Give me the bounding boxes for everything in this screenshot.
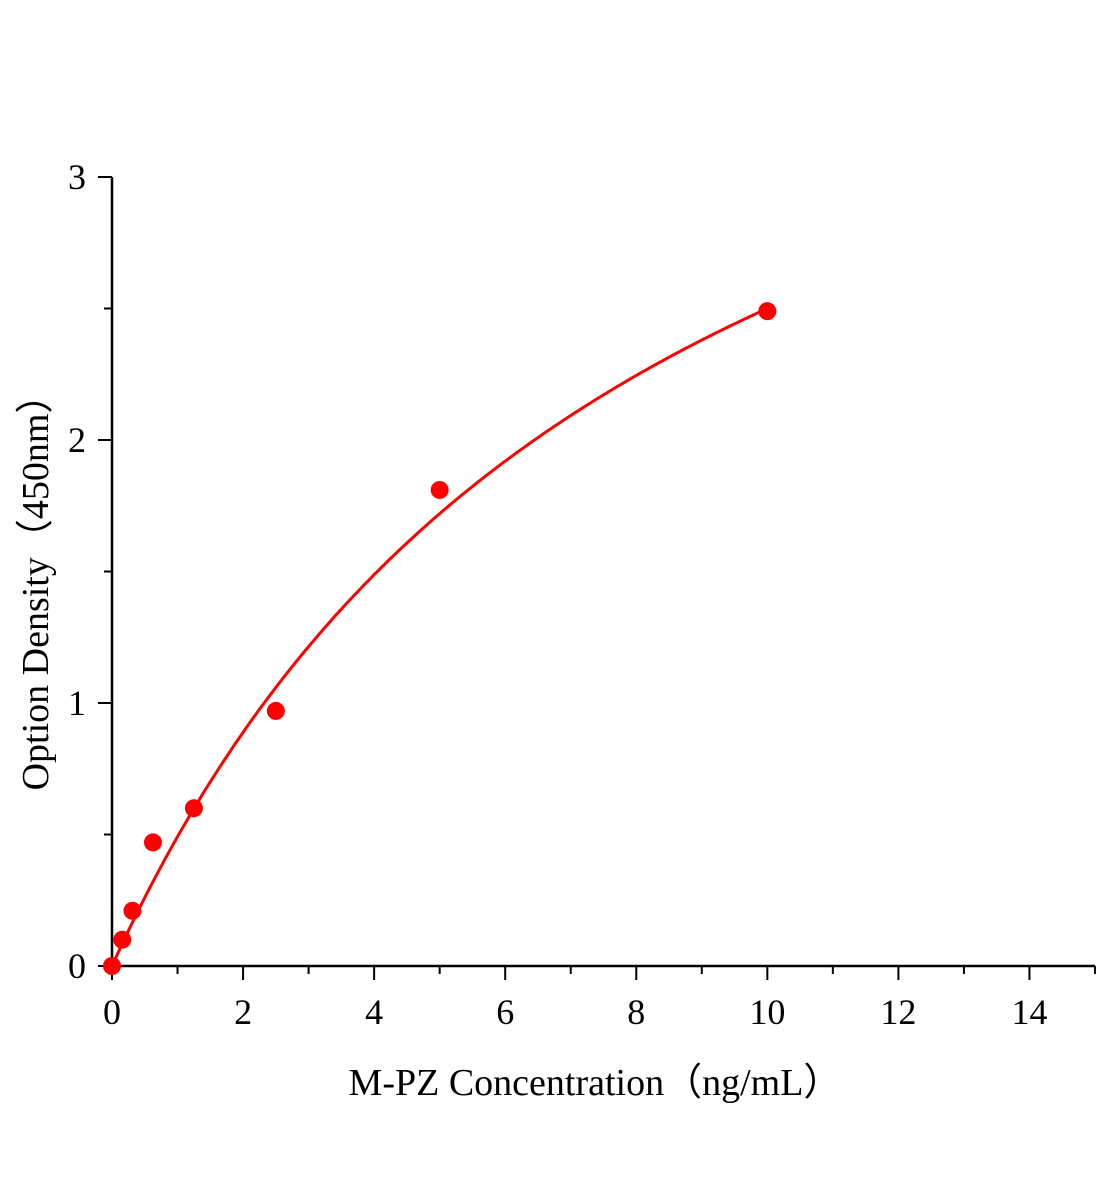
x-tick-label: 4 xyxy=(365,992,383,1032)
data-point xyxy=(266,701,285,720)
x-tick-label: 12 xyxy=(880,992,916,1032)
x-tick-label: 14 xyxy=(1011,992,1047,1032)
x-tick-label: 8 xyxy=(627,992,645,1032)
x-tick-label: 10 xyxy=(749,992,785,1032)
data-point xyxy=(758,302,777,321)
data-point xyxy=(184,799,203,818)
fit-curve-layer xyxy=(110,307,768,967)
y-tick-label: 3 xyxy=(68,157,86,197)
data-point xyxy=(113,930,132,949)
x-tick-label: 2 xyxy=(234,992,252,1032)
x-tick-label: 6 xyxy=(496,992,514,1032)
data-point xyxy=(103,957,121,975)
points-layer xyxy=(103,302,777,975)
data-point xyxy=(430,480,449,499)
y-tick-label: 0 xyxy=(68,946,86,986)
y-tick-label: 1 xyxy=(68,683,86,723)
data-point xyxy=(123,901,142,920)
y-tick-label: 2 xyxy=(68,420,86,460)
data-point xyxy=(143,833,162,852)
x-axis-title: M-PZ Concentration（ng/mL） xyxy=(349,1062,842,1104)
x-tick-label: 0 xyxy=(103,992,121,1032)
y-axis-title: Option Density（450nm） xyxy=(15,376,57,791)
fit-curve xyxy=(110,307,768,967)
